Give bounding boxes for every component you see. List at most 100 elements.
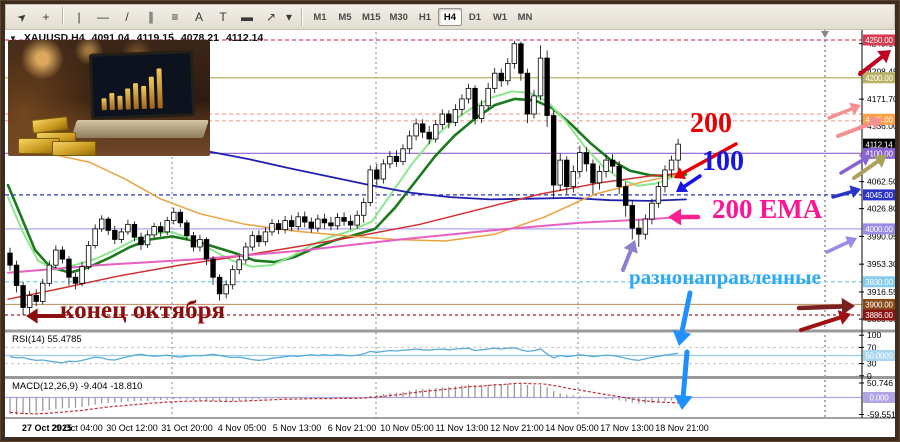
text-tool-icon[interactable]: A (194, 10, 203, 24)
vertical-line-tool-icon[interactable]: | (77, 10, 81, 24)
timeframe-H4[interactable]: H4 (437, 8, 462, 26)
candle (20, 285, 26, 308)
svg-text:0: 0 (867, 371, 872, 381)
level-4045-arrow[interactable] (831, 185, 861, 199)
laptop-keyboard (71, 120, 209, 138)
timeframe-H1[interactable]: H1 (418, 11, 432, 23)
level-4100-arrow[interactable] (839, 154, 871, 175)
svg-text:4 Nov 05:00: 4 Nov 05:00 (218, 423, 267, 433)
toolbar-separator (62, 7, 63, 25)
timeframe-D1[interactable]: D1 (468, 11, 482, 23)
svg-text:14 Nov 05:00: 14 Nov 05:00 (545, 423, 599, 433)
label-end-of-october[interactable]: конец октября (60, 297, 226, 324)
candle (662, 169, 668, 187)
candle (439, 113, 445, 126)
candle (557, 159, 563, 186)
timeframe-M5[interactable]: M5 (338, 11, 352, 23)
horizontal-line-tool-icon[interactable]: — (97, 10, 109, 24)
trendline-tool-icon[interactable]: / (125, 10, 129, 24)
chart-canvas[interactable]: RSI(14) 55.4785 MACD(12,26,9) -9.404 -18.… (5, 30, 895, 437)
target-4200-arrow[interactable] (852, 155, 887, 180)
svg-text:3930.00: 3930.00 (865, 278, 893, 287)
svg-text:70: 70 (867, 342, 877, 352)
level-4000-arrow[interactable] (825, 236, 857, 254)
candle (577, 152, 583, 172)
ma-50-dark-green (6, 97, 688, 274)
svg-text:31 Oct 20:00: 31 Oct 20:00 (161, 423, 213, 433)
ma200-arrow[interactable] (674, 142, 738, 179)
timeframe-M30[interactable]: M30 (389, 11, 408, 23)
toolbar-separator (301, 8, 302, 26)
end-october-arrow[interactable] (26, 308, 64, 324)
text-label-tool-icon[interactable]: T (219, 10, 227, 24)
label-ema-200[interactable]: 200 EMA (712, 194, 823, 224)
target-4250-arrow[interactable] (858, 50, 891, 76)
candle (360, 202, 367, 216)
low-up-arrow[interactable] (621, 240, 638, 272)
candle (59, 249, 66, 260)
macd-signal-line (9, 382, 679, 415)
candle (85, 245, 92, 268)
crosshair-tool-icon[interactable]: + (42, 10, 50, 24)
fibonacci-tool-icon[interactable]: ≡ (171, 10, 179, 24)
candle (374, 169, 380, 180)
macd-panel: MACD(12,26,9) -9.404 -18.810 (5, 381, 862, 415)
timeframe-buttons-group: M1 M5 M15 M30 H1 H4 D1 W1 MN (308, 8, 537, 26)
timeframe-MN[interactable]: MN (517, 11, 533, 23)
candle (380, 163, 387, 180)
label-ma-200[interactable]: 200 (690, 108, 732, 139)
arrows-tool-icon[interactable]: ↗ (265, 10, 277, 24)
candle (537, 57, 544, 97)
timeframe-M15[interactable]: M15 (362, 11, 381, 23)
svg-text:4208.45: 4208.45 (867, 66, 895, 76)
symbol-dropdown-caret[interactable]: ▼ (9, 33, 17, 43)
ema200-arrow[interactable] (668, 208, 701, 226)
svg-text:5 Nov 13:00: 5 Nov 13:00 (273, 423, 322, 433)
target-4145-arrow-2[interactable] (836, 115, 883, 138)
svg-text:-59.551: -59.551 (867, 410, 895, 420)
candle (393, 155, 400, 163)
candle (99, 218, 105, 230)
svg-text:3900.00: 3900.00 (865, 301, 893, 310)
timeframe-M1[interactable]: M1 (313, 11, 327, 23)
target-4145-arrow-1[interactable] (827, 102, 861, 120)
candle (144, 234, 151, 246)
cursor-tool-icon[interactable]: ➤ (14, 9, 30, 25)
candle (623, 186, 629, 206)
svg-text:17 Nov 13:00: 17 Nov 13:00 (600, 423, 654, 433)
arrows-dropdown-icon[interactable]: ▾ (285, 10, 293, 24)
candle (125, 223, 131, 233)
period-separators (171, 30, 829, 418)
annotation-arrows[interactable] (26, 50, 891, 410)
label-multidirectional[interactable]: разнонаправленные (629, 265, 821, 289)
candle (668, 159, 675, 171)
svg-text:4250.00: 4250.00 (865, 36, 893, 45)
candle (603, 159, 609, 172)
rectangle-tool-icon[interactable]: ▬ (241, 10, 253, 24)
macd-label: MACD(12,26,9) -9.404 -18.810 (12, 381, 142, 392)
ma100-arrow[interactable] (676, 174, 702, 192)
candle (524, 72, 531, 115)
candle (164, 220, 170, 233)
candle (465, 87, 472, 100)
candle (485, 87, 491, 107)
svg-text:50.0000: 50.0000 (865, 352, 893, 361)
macd-down-arrow[interactable] (673, 349, 693, 410)
channel-tool-icon[interactable]: ∥ (148, 10, 154, 24)
rsi-down-arrow[interactable] (672, 290, 693, 346)
level-3900-arrow[interactable] (796, 297, 855, 316)
label-ma-100[interactable]: 100 (702, 146, 744, 177)
candle (341, 217, 347, 222)
promo-photo (8, 40, 210, 156)
svg-text:6 Nov 21:00: 6 Nov 21:00 (328, 423, 377, 433)
timeframe-W1[interactable]: W1 (492, 11, 508, 23)
candle (184, 222, 190, 237)
ma-slow-orange (54, 154, 687, 242)
candle (40, 282, 46, 302)
candle (433, 124, 439, 140)
level-3886-arrow[interactable] (799, 310, 851, 332)
candle (229, 269, 236, 286)
candle (151, 226, 157, 236)
